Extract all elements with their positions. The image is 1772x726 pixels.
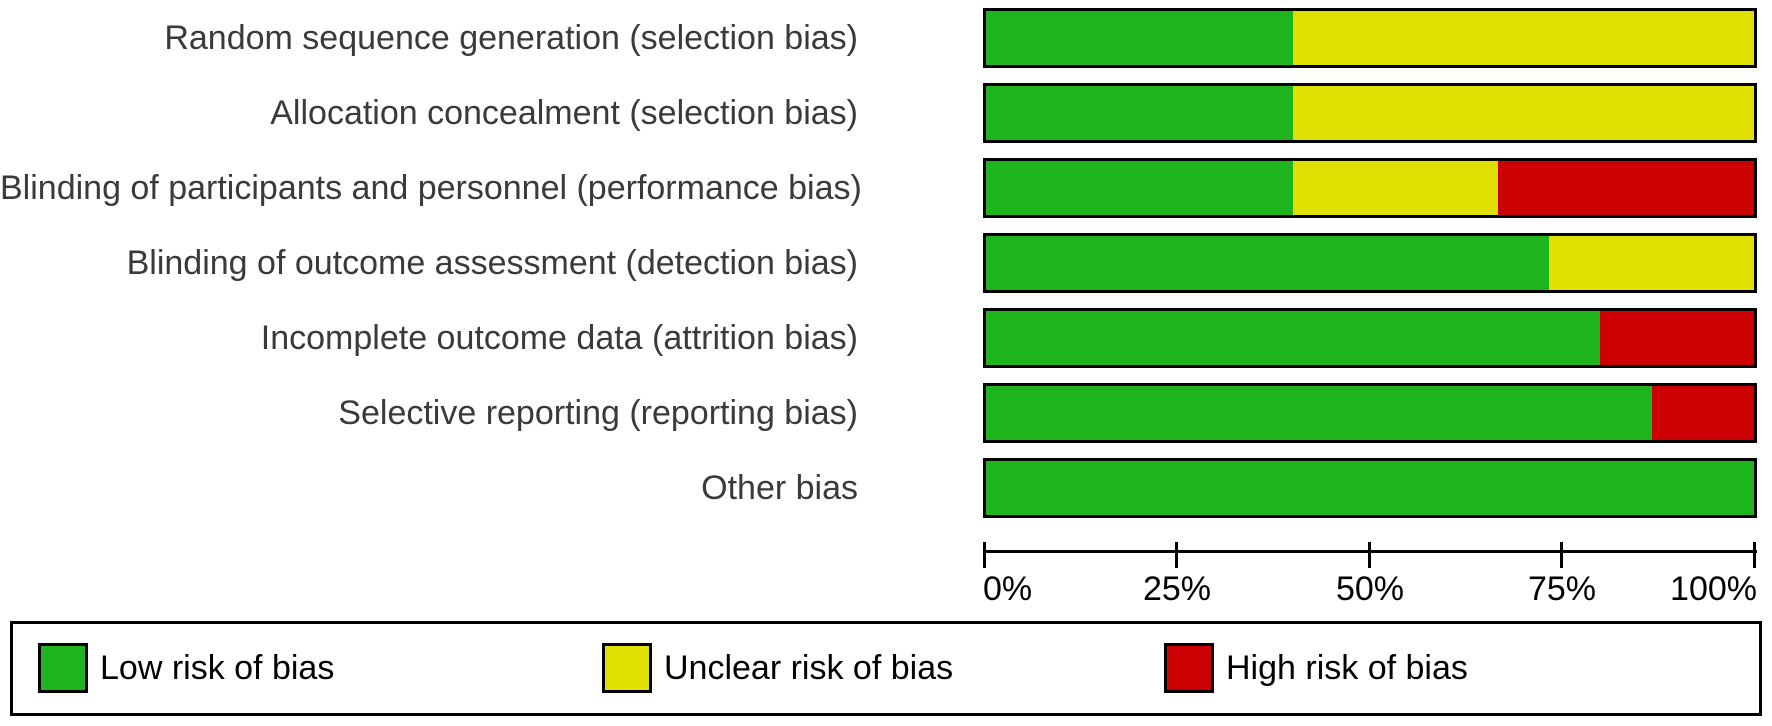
chart-row: Blinding of participants and personnel (… — [0, 158, 1772, 218]
chart-row: Allocation concealment (selection bias) — [0, 83, 1772, 143]
bar-segment-unclear-risk — [1548, 236, 1754, 290]
x-axis-tick-label: 50% — [1335, 570, 1405, 608]
stacked-bar — [983, 233, 1757, 293]
x-axis-tick-label: 25% — [1142, 570, 1212, 608]
category-label: Selective reporting (reporting bias) — [338, 394, 858, 432]
stacked-bar — [983, 158, 1757, 218]
bar-segment-low-risk — [986, 11, 1294, 65]
stacked-bar — [983, 383, 1757, 443]
category-label: Allocation concealment (selection bias) — [270, 94, 858, 132]
chart-row: Random sequence generation (selection bi… — [0, 8, 1772, 68]
bar-segment-low-risk — [986, 311, 1601, 365]
x-axis-tick-label: 75% — [1527, 570, 1597, 608]
bar-segment-low-risk — [986, 236, 1549, 290]
bar-segment-high-risk — [1651, 386, 1754, 440]
category-label: Incomplete outcome data (attrition bias) — [260, 319, 858, 357]
legend-label-unclear-risk: Unclear risk of bias — [664, 649, 954, 687]
stacked-bar — [983, 458, 1757, 518]
bar-segment-low-risk — [986, 86, 1294, 140]
legend-label-low-risk: Low risk of bias — [100, 649, 335, 687]
bar-segment-unclear-risk — [1293, 86, 1754, 140]
bar-segment-low-risk — [986, 461, 1754, 515]
bar-segment-high-risk — [1600, 311, 1754, 365]
chart-row: Incomplete outcome data (attrition bias) — [0, 308, 1772, 368]
category-label: Other bias — [701, 469, 858, 507]
x-axis-tick — [1753, 542, 1756, 568]
x-axis-tick — [983, 542, 986, 568]
category-label: Blinding of participants and personnel (… — [0, 169, 862, 207]
legend-label-high-risk: High risk of bias — [1226, 649, 1468, 687]
legend-swatch-unclear-risk — [602, 643, 652, 693]
x-axis-tick-label: 100% — [1670, 570, 1757, 608]
legend-swatch-high-risk — [1164, 643, 1214, 693]
chart-row: Other bias — [0, 458, 1772, 518]
chart-row: Selective reporting (reporting bias) — [0, 383, 1772, 443]
bar-segment-low-risk — [986, 161, 1294, 215]
stacked-bar — [983, 83, 1757, 143]
bar-segment-high-risk — [1498, 161, 1754, 215]
category-label: Random sequence generation (selection bi… — [164, 19, 858, 57]
legend-swatch-low-risk — [38, 643, 88, 693]
stacked-bar — [983, 308, 1757, 368]
x-axis-tick-label: 0% — [983, 570, 1033, 608]
x-axis-tick — [1368, 542, 1371, 568]
x-axis-tick — [1175, 542, 1178, 568]
bar-segment-low-risk — [986, 386, 1652, 440]
chart-row: Blinding of outcome assessment (detectio… — [0, 233, 1772, 293]
stacked-bar — [983, 8, 1757, 68]
x-axis-tick — [1560, 542, 1563, 568]
category-label: Blinding of outcome assessment (detectio… — [126, 244, 858, 282]
legend — [10, 621, 1762, 716]
bar-segment-unclear-risk — [1293, 161, 1499, 215]
bar-segment-unclear-risk — [1293, 11, 1754, 65]
